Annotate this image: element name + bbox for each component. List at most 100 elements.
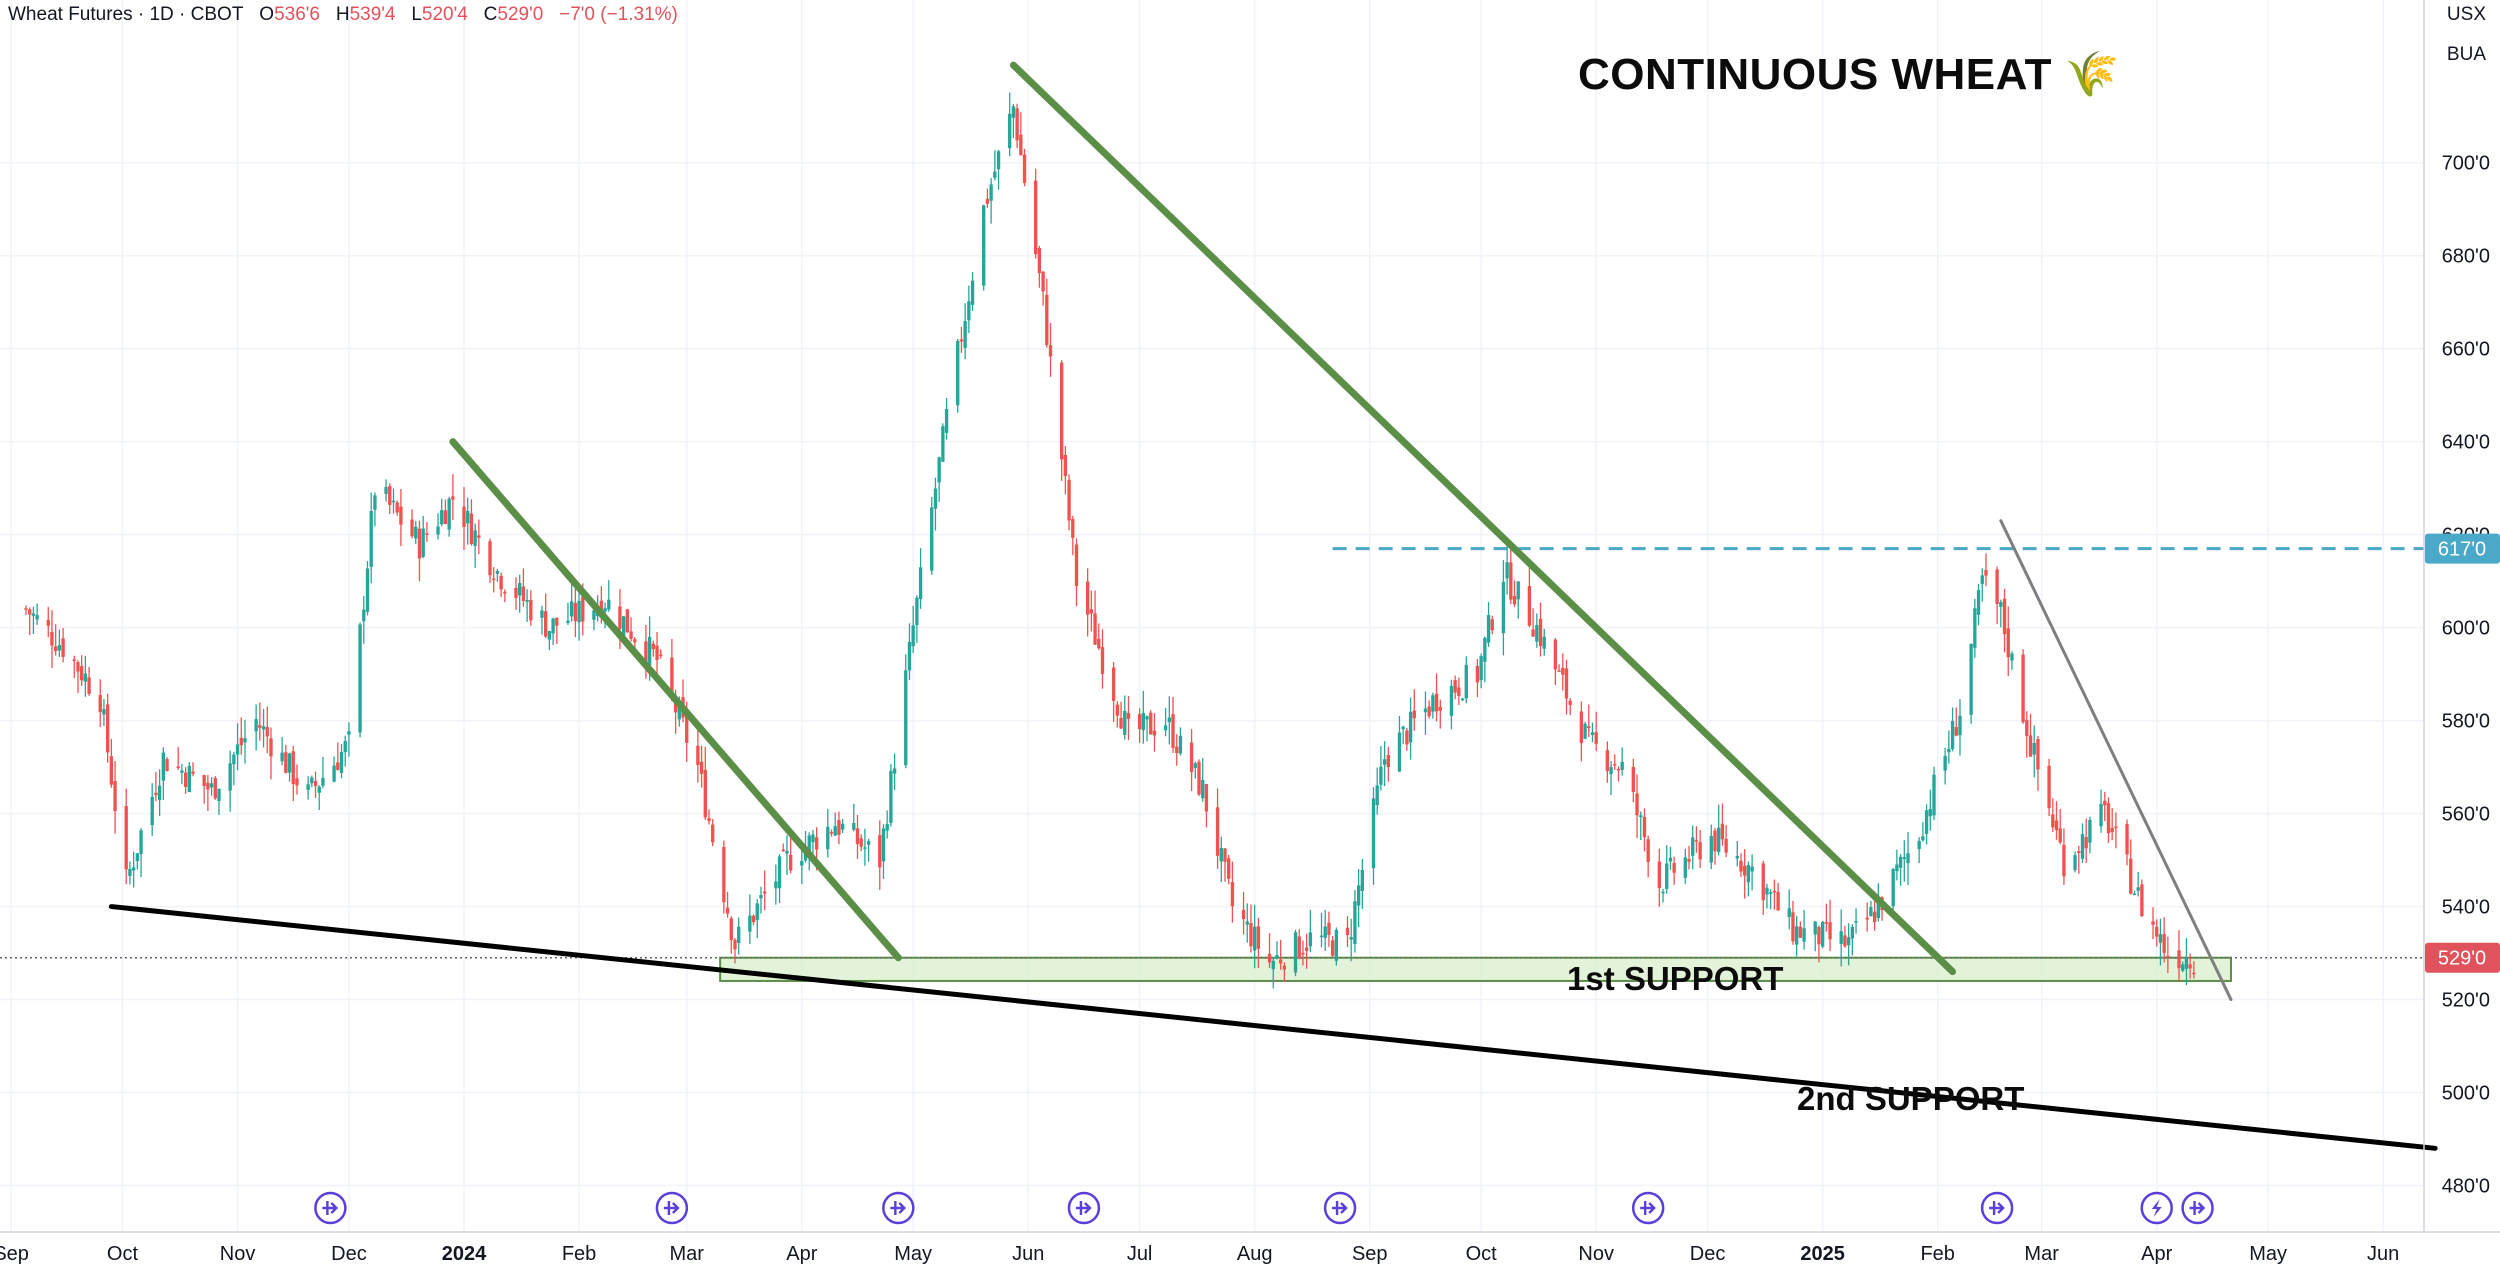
candle-body <box>384 487 388 494</box>
trendline[interactable] <box>1999 519 2233 1002</box>
candle-body <box>269 738 273 757</box>
split-icon[interactable] <box>1323 1191 1357 1225</box>
candle-body <box>373 495 377 510</box>
candle-body <box>1694 840 1699 842</box>
candle-body <box>417 528 422 559</box>
candle-body <box>217 788 221 802</box>
candle-body <box>1924 810 1929 834</box>
candle-body <box>651 643 655 650</box>
candle-body <box>941 426 945 462</box>
chart-title: CONTINUOUS WHEAT 🌾 <box>1578 50 2121 99</box>
split-icon[interactable] <box>1067 1191 1101 1225</box>
symbol-name[interactable]: Wheat Futures · 1D · CBOT <box>8 4 244 25</box>
candle-body <box>1475 665 1480 683</box>
candle-body <box>1553 639 1558 670</box>
support-zone <box>719 956 2232 982</box>
candle-body <box>1512 595 1517 605</box>
price-axis[interactable]: 700'0680'0660'0640'0620'0600'0580'0560'0… <box>2442 153 2490 1198</box>
candle-body <box>777 856 782 889</box>
candle-body <box>1501 581 1506 634</box>
candle-body <box>774 881 778 889</box>
candle-body <box>1453 680 1457 693</box>
candle-body <box>124 806 128 870</box>
candle-body <box>1093 613 1097 645</box>
split-icon[interactable] <box>655 1191 689 1225</box>
split-icon[interactable] <box>1631 1191 1665 1225</box>
candle-body <box>1672 863 1676 873</box>
candle-body <box>863 847 867 849</box>
candle-body <box>1386 754 1390 768</box>
candle-body <box>633 639 637 643</box>
candle-body <box>24 608 28 610</box>
candle-body <box>128 868 132 877</box>
candle-body <box>1557 670 1561 672</box>
trendline[interactable] <box>108 904 2438 1151</box>
time-axis[interactable]: Sep Oct Nov Dec 2024 Feb Mar Apr May Jun Jul Aug Sep… <box>0 1243 2399 1265</box>
candle-body <box>447 498 451 530</box>
candle-body <box>1438 706 1442 711</box>
candle-body <box>425 533 429 535</box>
candle-body <box>98 695 102 713</box>
annotation-1st-support: 1st SUPPORT <box>1567 960 1784 997</box>
candle-body <box>503 591 507 594</box>
candle-body <box>807 835 811 852</box>
currency-label[interactable]: USX <box>2446 4 2486 25</box>
candle-body <box>284 752 288 773</box>
candle-body <box>703 769 707 818</box>
candle-body <box>2032 742 2036 755</box>
x-tick-label: Jun <box>2367 1243 2399 1265</box>
candle-body <box>2021 654 2025 723</box>
candle-body <box>1034 180 1038 255</box>
candle-body <box>113 781 117 812</box>
candle-body <box>1141 712 1145 731</box>
annotation-2nd-support: 2nd SUPPORT <box>1797 1080 2025 1117</box>
candle-body <box>2028 735 2033 757</box>
low-label: L <box>411 4 422 25</box>
candle-body <box>970 280 975 305</box>
candle-body <box>488 541 492 576</box>
candle-body <box>1932 774 1936 816</box>
candle-body <box>1891 868 1895 907</box>
candle-body <box>1668 857 1673 862</box>
split-icon[interactable] <box>882 1191 915 1225</box>
candle-body <box>1746 865 1751 883</box>
unit-label[interactable]: BUA <box>2446 44 2486 65</box>
candle-body <box>1431 695 1435 712</box>
candle-body <box>1564 668 1569 699</box>
split-icon[interactable] <box>1980 1191 2014 1225</box>
candle-body <box>243 738 247 743</box>
candle-body <box>1353 901 1357 945</box>
candle-body <box>1538 618 1543 647</box>
candle-body <box>1769 892 1773 894</box>
candle-body <box>339 751 344 774</box>
candle-body <box>321 777 325 786</box>
candle-body <box>1850 926 1855 939</box>
trendline[interactable] <box>449 438 902 962</box>
split-icon[interactable] <box>2181 1191 2214 1225</box>
candle-body <box>1189 742 1194 773</box>
candle-body <box>944 408 949 433</box>
candle-body <box>1267 953 1272 963</box>
symbol-header: Wheat Futures · 1D · CBOT O536'6 H539'4 … <box>8 4 678 26</box>
candle-body <box>1895 864 1899 872</box>
candle-body <box>287 753 292 773</box>
candle-body <box>1579 711 1584 744</box>
y-tick-label: 680'0 <box>2442 246 2490 268</box>
candle-body <box>547 630 552 640</box>
candle-body <box>2099 803 2103 827</box>
split-icon[interactable] <box>314 1191 347 1225</box>
candle-body <box>1059 362 1064 460</box>
candle-body <box>1405 730 1409 745</box>
trendline[interactable] <box>1009 61 1957 976</box>
candle-body <box>607 599 611 610</box>
candle-body <box>629 631 633 639</box>
candle-body <box>1772 890 1777 893</box>
candle-body <box>911 625 915 647</box>
candle-body <box>469 513 474 545</box>
candle-body <box>993 171 997 178</box>
candle-body <box>659 654 663 657</box>
dividend-icon[interactable] <box>2140 1191 2173 1225</box>
svg-text:617'0: 617'0 <box>2438 539 2486 561</box>
y-tick-label: 600'0 <box>2442 618 2490 640</box>
